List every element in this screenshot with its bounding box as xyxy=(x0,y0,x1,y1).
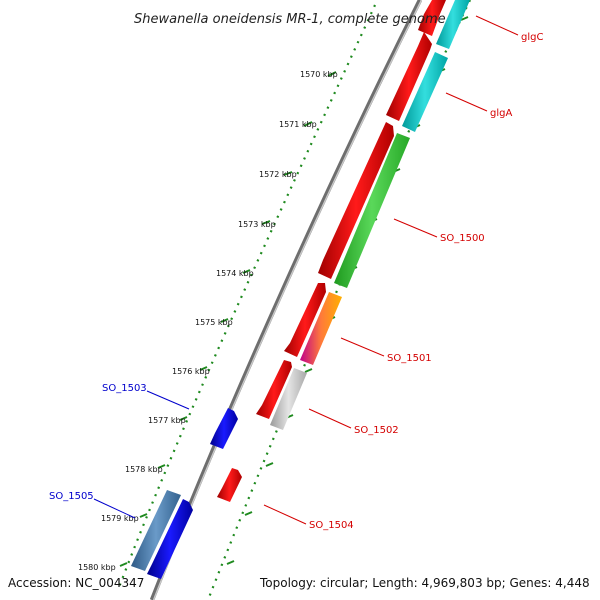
gene-SO_1504[interactable] xyxy=(217,468,242,502)
feature-SO_1502[interactable] xyxy=(270,368,307,430)
label-SO_1503[interactable]: SO_1503 xyxy=(102,383,147,394)
tick-mark xyxy=(179,416,188,421)
topology-text: Topology: circular; Length: 4,969,803 bp… xyxy=(259,576,590,590)
tick-label: 1576 kbp xyxy=(172,367,210,376)
label-glgC[interactable]: glgC xyxy=(521,32,543,43)
feature-glgA[interactable] xyxy=(402,52,448,132)
tick-mark xyxy=(119,562,128,567)
label-SO_1504[interactable]: SO_1504 xyxy=(309,520,354,531)
connector-glgA xyxy=(445,92,488,112)
connector-glgC xyxy=(475,15,519,36)
connector-SO_1502 xyxy=(308,408,352,429)
tick-mark xyxy=(327,71,337,77)
gene-glgA[interactable] xyxy=(386,32,432,121)
connector-SO_1504 xyxy=(263,504,307,525)
feature-glgC[interactable] xyxy=(436,0,470,49)
gene-SO_1500[interactable] xyxy=(318,122,394,279)
tick-label: 1571 kbp xyxy=(279,120,317,129)
tick-mark xyxy=(283,171,293,176)
gene-labels: glgC glgA SO_1500 SO_1501 SO_1502 SO_150… xyxy=(49,32,543,531)
accession-text: Accession: NC_004347 xyxy=(8,576,144,590)
tick-mark xyxy=(139,513,148,518)
map-title: Shewanella oneidensis MR-1, complete gen… xyxy=(134,12,446,27)
tick-label: 1570 kbp xyxy=(300,70,338,79)
tick-label: 1578 kbp xyxy=(125,465,163,474)
tick-mark xyxy=(261,220,271,225)
gene-SO_1501[interactable] xyxy=(284,283,326,357)
connector-SO_1505 xyxy=(93,498,136,519)
gene-SO_1502[interactable] xyxy=(256,360,292,419)
genome-backbone-highlight xyxy=(152,0,423,600)
label-SO_1505[interactable]: SO_1505 xyxy=(49,491,94,502)
label-SO_1500[interactable]: SO_1500 xyxy=(440,233,485,244)
feature-SO_1505[interactable] xyxy=(131,490,181,571)
gene-glgC[interactable] xyxy=(418,0,446,36)
tick-label: 1574 kbp xyxy=(216,269,254,278)
connector-SO_1503 xyxy=(146,390,190,410)
tick-label: 1577 kbp xyxy=(148,416,186,425)
tick-label: 1572 kbp xyxy=(259,170,297,179)
tick-mark xyxy=(157,464,166,469)
tick-label: 1573 kbp xyxy=(238,220,276,229)
label-SO_1501[interactable]: SO_1501 xyxy=(387,353,432,364)
gene-SO_1505[interactable] xyxy=(147,499,193,579)
ticks: 1570 kbp 1571 kbp 1572 kbp 1573 kbp 1574… xyxy=(78,70,338,572)
tick-mark xyxy=(199,366,208,371)
label-glgA[interactable]: glgA xyxy=(490,108,512,119)
cog-features xyxy=(131,0,470,571)
tick-mark xyxy=(242,269,251,274)
tick-mark xyxy=(220,318,229,323)
feature-track-ticks xyxy=(226,16,469,565)
tick-label: 1580 kbp xyxy=(78,563,116,572)
feature-SO_1501[interactable] xyxy=(300,292,342,365)
tick-mark xyxy=(303,121,313,127)
gene-SO_1503[interactable] xyxy=(210,408,238,449)
reverse-genes xyxy=(147,408,238,579)
connector-SO_1500 xyxy=(393,218,438,238)
tick-label: 1575 kbp xyxy=(195,318,233,327)
label-connectors xyxy=(93,15,519,525)
label-SO_1502[interactable]: SO_1502 xyxy=(354,425,399,436)
connector-SO_1501 xyxy=(340,337,385,357)
tick-track xyxy=(116,4,377,591)
forward-genes xyxy=(217,0,446,502)
tick-label: 1579 kbp xyxy=(101,514,139,523)
feature-SO_1500[interactable] xyxy=(334,133,410,288)
